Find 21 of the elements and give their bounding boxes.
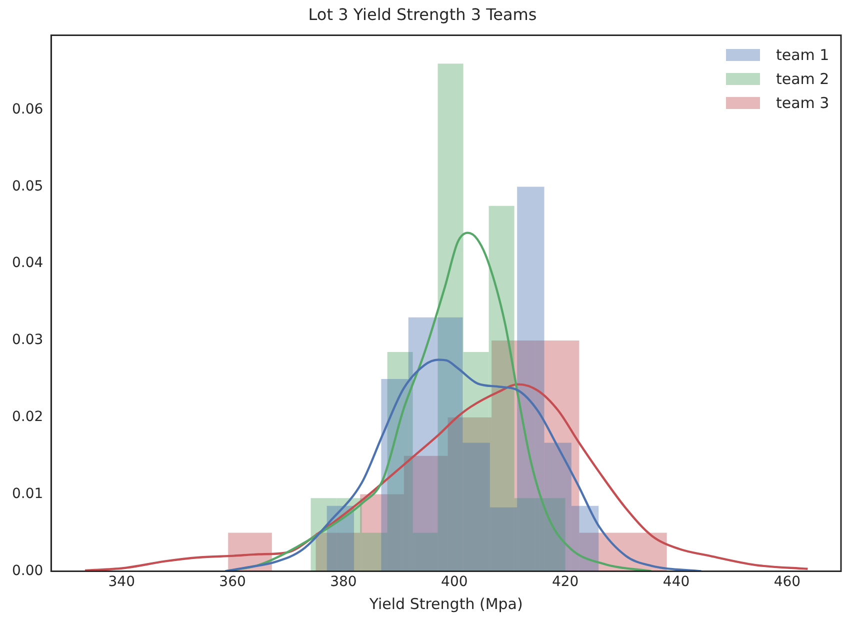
x-tick-label: 360 <box>219 574 246 590</box>
line-series <box>84 383 809 572</box>
legend-label: team 1 <box>776 46 830 64</box>
x-tick-label: 420 <box>552 574 579 590</box>
y-tick-label: 0.05 <box>12 178 44 194</box>
y-tick-label: 0.00 <box>12 562 44 579</box>
y-tick-label: 0.03 <box>12 332 44 348</box>
x-tick-label: 440 <box>662 574 690 590</box>
y-tick-label: 0.04 <box>12 255 44 272</box>
x-axis-title: Yield Strength (Mpa) <box>368 594 523 613</box>
x-tick-label: 340 <box>108 574 135 590</box>
y-tick-label: 0.06 <box>12 101 44 118</box>
line-series <box>224 358 702 572</box>
y-tick-label: 0.02 <box>12 409 44 426</box>
legend-label: team 3 <box>776 94 830 112</box>
x-tick-label: 400 <box>441 574 468 590</box>
x-tick-label: 380 <box>330 574 357 590</box>
legend-label: team 2 <box>776 70 830 88</box>
x-tick-label: 460 <box>774 574 801 590</box>
y-tick-label: 0.01 <box>12 486 44 502</box>
chart-title: Lot 3 Yield Strength 3 Teams <box>308 4 537 24</box>
